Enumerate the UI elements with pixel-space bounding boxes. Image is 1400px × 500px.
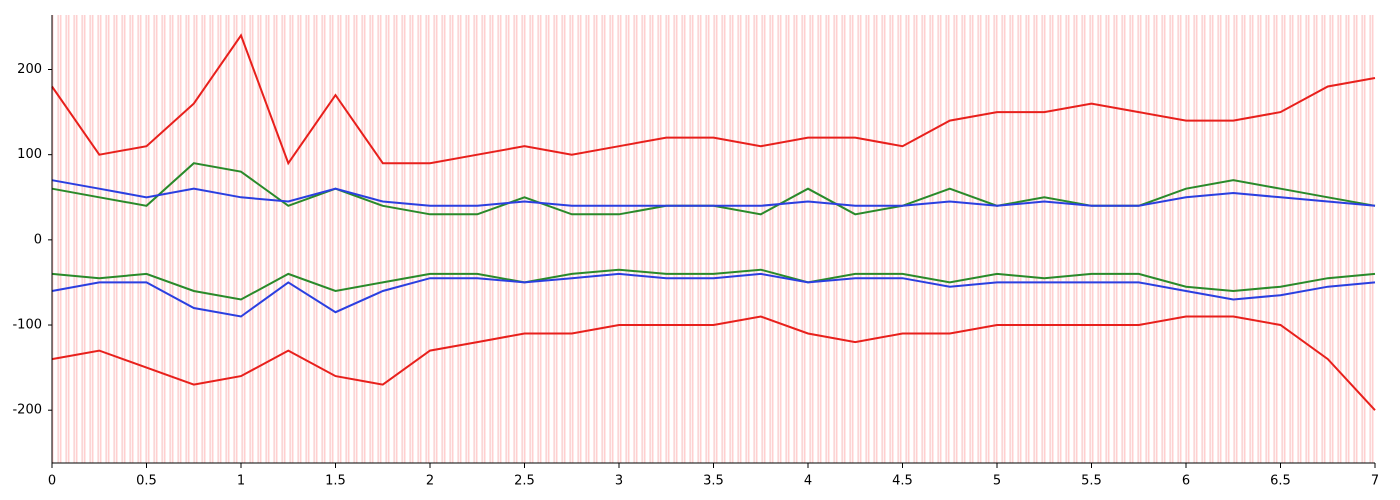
y-tick-label: 100 bbox=[17, 147, 42, 162]
trace-line bbox=[51, 315, 1376, 411]
x-tick-label: 7 bbox=[1371, 474, 1379, 489]
trace-line bbox=[51, 179, 1376, 207]
x-tick-label: 5 bbox=[993, 474, 1001, 489]
x-tick-label: 4.5 bbox=[892, 474, 913, 489]
x-tick-label: 1 bbox=[237, 474, 245, 489]
x-tick-label: 4 bbox=[804, 474, 812, 489]
y-tick-label: -200 bbox=[12, 403, 42, 418]
trace-line bbox=[51, 268, 1376, 301]
x-tick-label: 1.5 bbox=[325, 474, 346, 489]
x-tick-label: 3 bbox=[615, 474, 623, 489]
y-tick-label: -100 bbox=[12, 318, 42, 333]
x-tick-label: 6 bbox=[1182, 474, 1190, 489]
y-tick-label: 0 bbox=[34, 232, 42, 247]
x-tick-label: 5.5 bbox=[1081, 474, 1102, 489]
x-tick-label: 0.5 bbox=[136, 474, 157, 489]
trace-line bbox=[51, 33, 1376, 166]
x-tick-label: 6.5 bbox=[1270, 474, 1291, 489]
y-tick-label: 200 bbox=[17, 62, 42, 77]
x-tick-label: 2.5 bbox=[514, 474, 535, 489]
x-tick-label: 2 bbox=[426, 474, 434, 489]
x-tick-label: 3.5 bbox=[703, 474, 724, 489]
x-tick-label: 0 bbox=[48, 474, 56, 489]
trace-line bbox=[51, 272, 1376, 318]
trace-background bbox=[52, 15, 1375, 463]
